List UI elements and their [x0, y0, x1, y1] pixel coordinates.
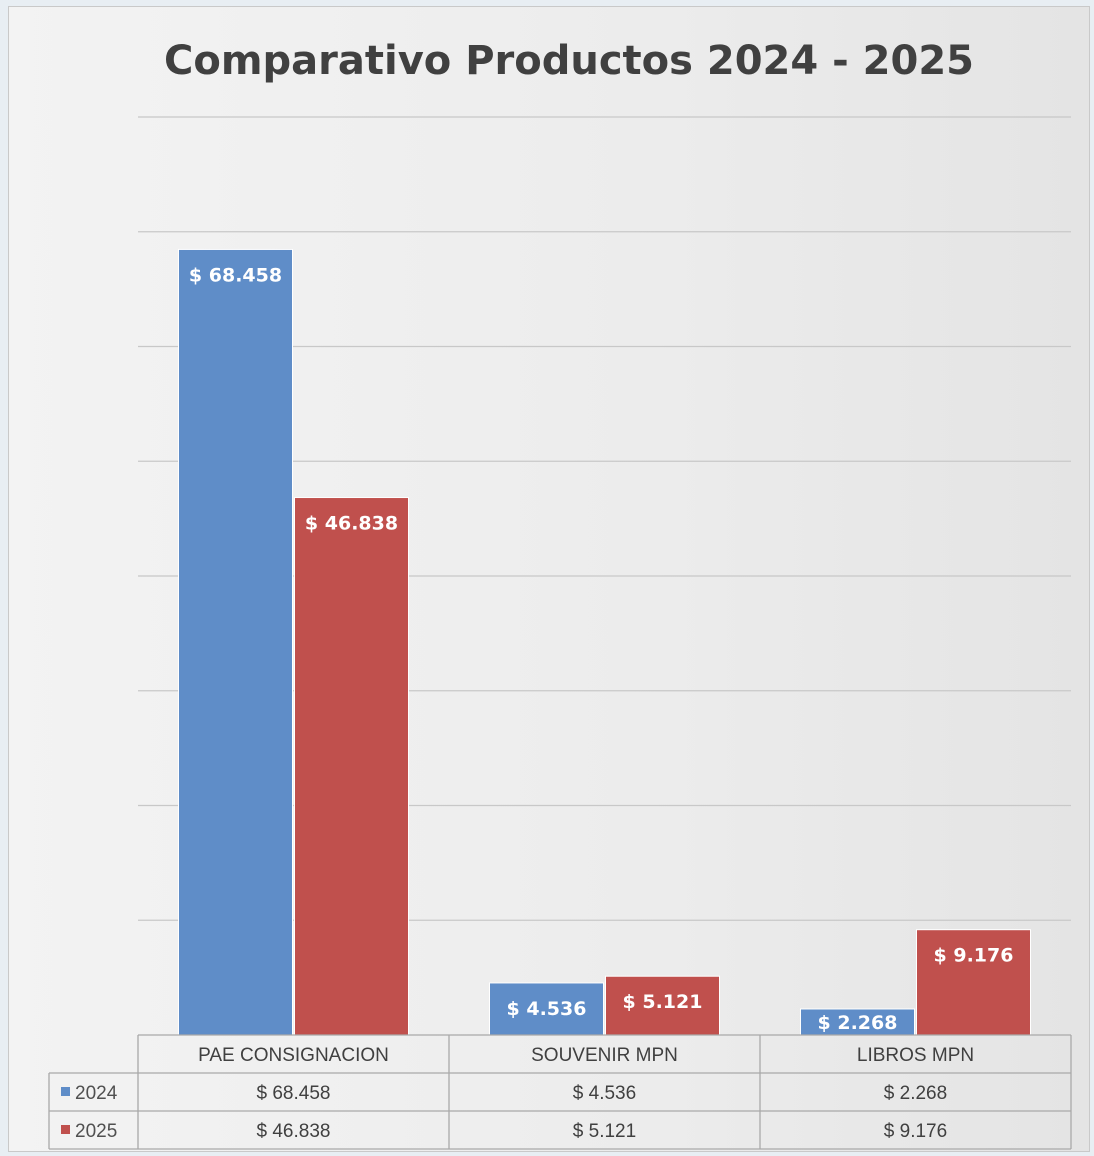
legend-label-2024: 2024 [75, 1083, 118, 1104]
bar-2025-1 [605, 975, 720, 1036]
legend-key-2024 [61, 1087, 70, 1096]
chart-title: Comparativo Productos 2024 - 2025 [164, 38, 974, 84]
data-labels: $ 68.458 $ 46.838 $ 4.536 $ 5.121 $ 2.268 $ 9… [189, 264, 1014, 1034]
bar-2024-1 [489, 982, 604, 1036]
category-label-2: LIBROS MPN [857, 1045, 974, 1066]
table-cell-2025-1: $ 5.121 [573, 1121, 636, 1142]
bar-2024-0 [178, 248, 293, 1036]
table-cell-2025-0: $ 46.838 [257, 1121, 331, 1142]
data-label-2024-0: $ 68.458 [189, 264, 282, 286]
category-label-0: PAE CONSIGNACION [198, 1045, 389, 1066]
chart-frame: Comparativo Productos 2024 - 2025 $ 68.4… [8, 6, 1090, 1152]
data-label-2025-1: $ 5.121 [623, 991, 703, 1013]
data-label-2025-2: $ 9.176 [934, 945, 1014, 967]
gridlines [138, 116, 1071, 921]
chart-svg: Comparativo Productos 2024 - 2025 $ 68.4… [48, 38, 1072, 1150]
legend-key-2025 [61, 1125, 70, 1134]
data-label-2025-0: $ 46.838 [305, 513, 398, 535]
legend-label-2025: 2025 [75, 1121, 117, 1142]
table-cell-2024-1: $ 4.536 [573, 1083, 636, 1104]
table-cell-2024-0: $ 68.458 [257, 1083, 331, 1104]
bar-2025-0 [294, 497, 409, 1036]
data-table: PAE CONSIGNACION SOUVENIR MPN LIBROS MPN 20… [48, 1034, 1072, 1150]
category-label-1: SOUVENIR MPN [531, 1045, 678, 1066]
bar-2024-2 [800, 1008, 915, 1036]
data-label-2024-1: $ 4.536 [507, 998, 587, 1020]
bars [178, 248, 1031, 1036]
table-cell-2025-2: $ 9.176 [884, 1121, 947, 1142]
data-label-2024-2: $ 2.268 [818, 1012, 898, 1034]
bar-2025-2 [916, 929, 1031, 1036]
table-cell-2024-2: $ 2.268 [884, 1083, 947, 1104]
